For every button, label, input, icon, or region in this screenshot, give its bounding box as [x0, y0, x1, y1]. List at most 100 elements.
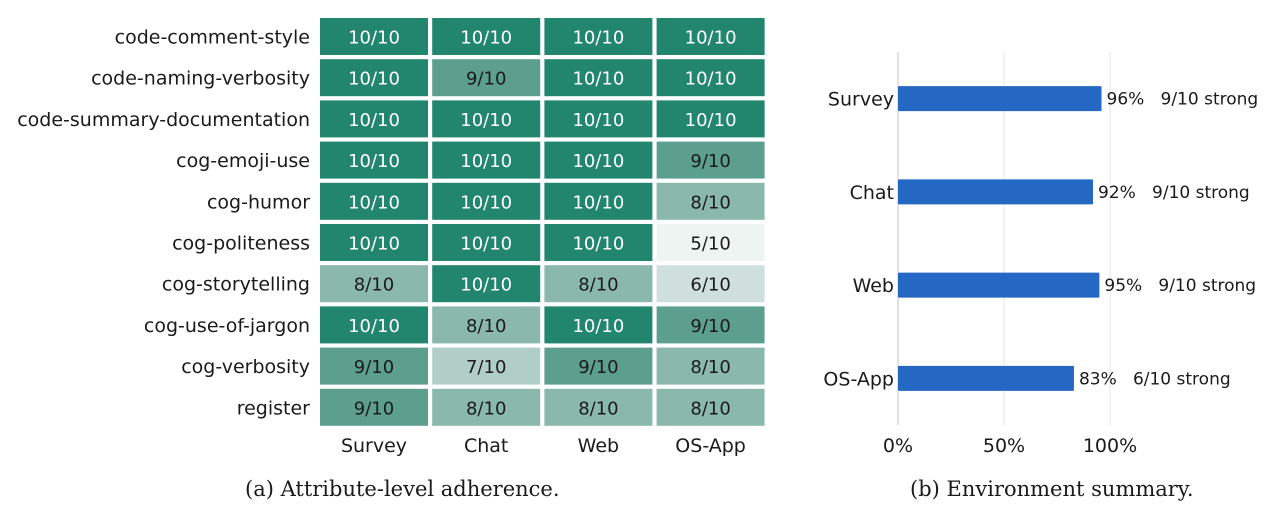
row-label: cog-emoji-use [176, 150, 310, 172]
heatmap-cell [432, 265, 541, 303]
bar-category-label: Chat [850, 182, 894, 204]
heatmap-cell [656, 306, 765, 344]
cell-value: 9/10 [690, 316, 730, 337]
bar [898, 179, 1094, 205]
heatmap-cell [320, 18, 428, 55]
cell-value: 10/10 [685, 110, 737, 131]
heatmap-cell [544, 265, 653, 303]
cell-value: 10/10 [685, 69, 737, 90]
caption-bar-chart: (b) Environment summary. [910, 477, 1194, 501]
cell-value: 10/10 [348, 151, 400, 172]
heatmap-cell [432, 141, 541, 179]
bar-annotation: 96% 9/10 strong [1107, 90, 1259, 110]
cell-value: 10/10 [348, 28, 400, 49]
cell-value: 10/10 [460, 192, 512, 213]
heatmap-cell [656, 100, 765, 138]
heatmap-cell [432, 59, 541, 97]
cell-value: 8/10 [690, 192, 730, 213]
bar [898, 86, 1102, 112]
heatmap-cell [656, 141, 765, 179]
heatmap-chart: code-comment-style 10/10 10/10 10/10 10/10 co… [17, 18, 765, 457]
heatmap-cell [432, 388, 541, 426]
bar-category-label: Survey [828, 89, 894, 111]
heatmap-cell [432, 100, 541, 138]
row-label: cog-storytelling [162, 274, 310, 296]
heatmap-cell [544, 388, 653, 426]
cell-value: 10/10 [460, 151, 512, 172]
bar-category-label: Web [853, 275, 894, 297]
column-label: Survey [341, 435, 407, 457]
heatmap-cell [656, 182, 765, 220]
x-tick-label: 0% [883, 435, 913, 457]
heatmap-cell [656, 59, 765, 97]
row-label: code-naming-verbosity [91, 68, 310, 90]
heatmap-cell [320, 59, 428, 97]
cell-value: 10/10 [348, 192, 400, 213]
heatmap-cell [656, 265, 765, 303]
cell-value: 10/10 [348, 69, 400, 90]
heatmap-cell [544, 224, 653, 261]
cell-value: 8/10 [578, 275, 618, 296]
cell-value: 10/10 [572, 234, 624, 255]
cell-value: 9/10 [354, 398, 394, 419]
heatmap-cell [432, 182, 541, 220]
cell-value: 9/10 [578, 357, 618, 378]
heatmap-cell [432, 347, 541, 385]
cell-value: 10/10 [460, 28, 512, 49]
heatmap-cell [320, 347, 428, 385]
heatmap-cell [320, 265, 428, 303]
cell-value: 7/10 [466, 357, 506, 378]
cell-value: 10/10 [572, 192, 624, 213]
heatmap-cell [656, 224, 765, 261]
bar-annotation: 95% 9/10 strong [1104, 276, 1256, 296]
heatmap-cell [320, 306, 428, 344]
heatmap-cell [320, 182, 428, 220]
cell-value: 9/10 [690, 151, 730, 172]
cell-value: 8/10 [690, 357, 730, 378]
column-label: Web [578, 435, 619, 457]
row-label: cog-politeness [172, 233, 310, 255]
cell-value: 10/10 [572, 151, 624, 172]
environment-bar-chart: Survey 96% 9/10 strong Chat 92% 9/10 strong… [823, 52, 1259, 457]
cell-value: 8/10 [466, 316, 506, 337]
bar-annotation: 92% 9/10 strong [1098, 183, 1250, 203]
caption-heatmap: (a) Attribute-level adherence. [245, 477, 560, 501]
cell-value: 10/10 [348, 234, 400, 255]
cell-value: 10/10 [572, 110, 624, 131]
cell-value: 10/10 [572, 69, 624, 90]
heatmap-cell [544, 59, 653, 97]
cell-value: 8/10 [578, 398, 618, 419]
heatmap-cell [544, 347, 653, 385]
cell-value: 10/10 [572, 28, 624, 49]
heatmap-cell [432, 224, 541, 261]
bar-category-label: OS-App [823, 368, 894, 390]
cell-value: 10/10 [460, 234, 512, 255]
heatmap-cell [544, 18, 653, 55]
bar-annotation: 83% 6/10 strong [1079, 369, 1231, 389]
bar [898, 365, 1074, 391]
heatmap-cell [544, 306, 653, 344]
cell-value: 9/10 [466, 69, 506, 90]
bar [898, 272, 1100, 298]
row-label: cog-use-of-jargon [144, 315, 310, 337]
cell-value: 8/10 [466, 398, 506, 419]
x-tick-label: 50% [983, 435, 1025, 457]
cell-value: 9/10 [354, 357, 394, 378]
cell-value: 6/10 [690, 275, 730, 296]
heatmap-cell [656, 347, 765, 385]
column-label: Chat [464, 435, 508, 457]
cell-value: 10/10 [685, 28, 737, 49]
cell-value: 10/10 [460, 275, 512, 296]
column-label: OS-App [675, 435, 746, 457]
cell-value: 10/10 [572, 316, 624, 337]
row-label: register [237, 397, 310, 419]
heatmap-cell [544, 182, 653, 220]
cell-value: 8/10 [690, 398, 730, 419]
row-label: code-comment-style [115, 27, 310, 49]
heatmap-cell [320, 224, 428, 261]
cell-value: 10/10 [348, 316, 400, 337]
cell-value: 10/10 [460, 110, 512, 131]
heatmap-cell [656, 18, 765, 55]
row-label: code-summary-documentation [17, 109, 310, 131]
